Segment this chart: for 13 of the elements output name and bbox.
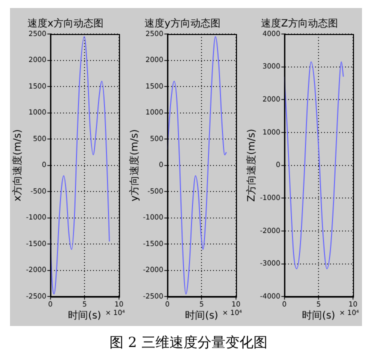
- chart-title: 速度x方向动态图: [28, 18, 104, 30]
- chart-title: 速度y方向动态图: [144, 18, 220, 30]
- line-series: [167, 36, 227, 294]
- line-series: [284, 61, 344, 270]
- caption: 图 2 三维速度分量变化图: [108, 334, 268, 352]
- chart-title: 速度Z方向动态图: [261, 18, 338, 30]
- y-axis-title: y方向速度(m/s): [128, 129, 141, 202]
- x-axis-title: 时间(s): [68, 310, 102, 322]
- x-axis-title: 时间(s): [185, 310, 218, 322]
- y-axis-title: x方向速度(m/s): [12, 129, 24, 202]
- x-axis-title: 时间(s): [302, 310, 336, 322]
- y-axis-title: Z方向速度(m/s): [246, 128, 258, 202]
- line-series: [50, 36, 110, 294]
